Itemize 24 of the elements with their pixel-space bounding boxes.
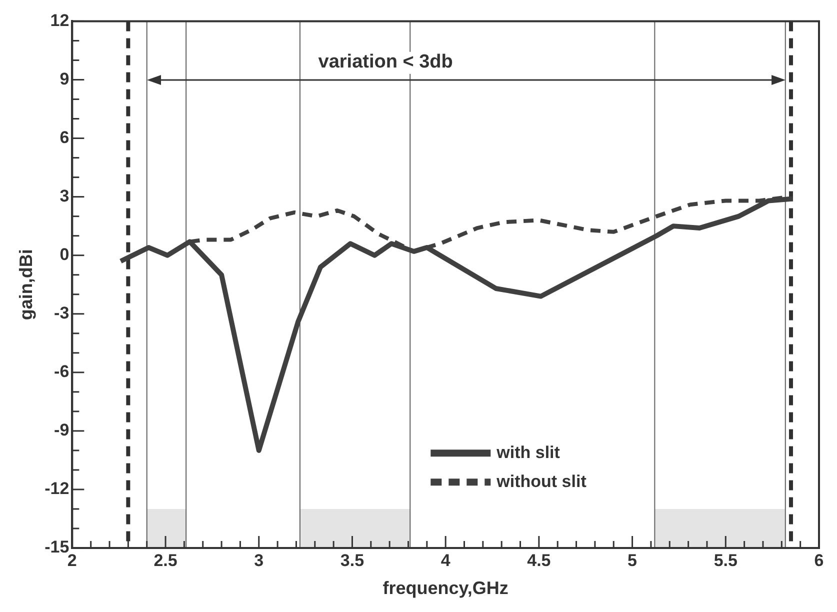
x-tick-label: 3 (254, 550, 264, 570)
x-tick-label: 3.5 (340, 550, 364, 570)
y-axis-title: gain,dBi (16, 249, 36, 320)
y-tick-label: 3 (60, 186, 70, 206)
y-tick-label: -12 (44, 479, 70, 498)
y-tick-label: 0 (60, 245, 70, 264)
x-tick-label: 5 (628, 550, 638, 570)
legend-label: with slit (496, 442, 560, 462)
y-tick-label: 9 (60, 69, 70, 88)
x-axis-title: frequency,GHz (382, 578, 508, 598)
x-tick-label: 5.5 (714, 550, 738, 570)
y-tick-label: 12 (50, 10, 70, 30)
x-tick-label: 2 (67, 550, 77, 570)
y-tick-label: 6 (60, 128, 70, 147)
y-tick-label: -15 (44, 538, 70, 557)
legend-label: without slit (496, 472, 587, 491)
x-tick-label: 2.5 (154, 550, 178, 570)
y-tick-label: -3 (54, 304, 70, 323)
x-tick-label: 6 (814, 550, 824, 570)
y-tick-label: -6 (54, 362, 70, 382)
y-tick-label: -9 (54, 420, 70, 440)
x-tick-label: 4 (440, 550, 451, 570)
x-tick-label: 4.5 (527, 550, 551, 570)
annotation: variation < 3db (318, 52, 453, 73)
